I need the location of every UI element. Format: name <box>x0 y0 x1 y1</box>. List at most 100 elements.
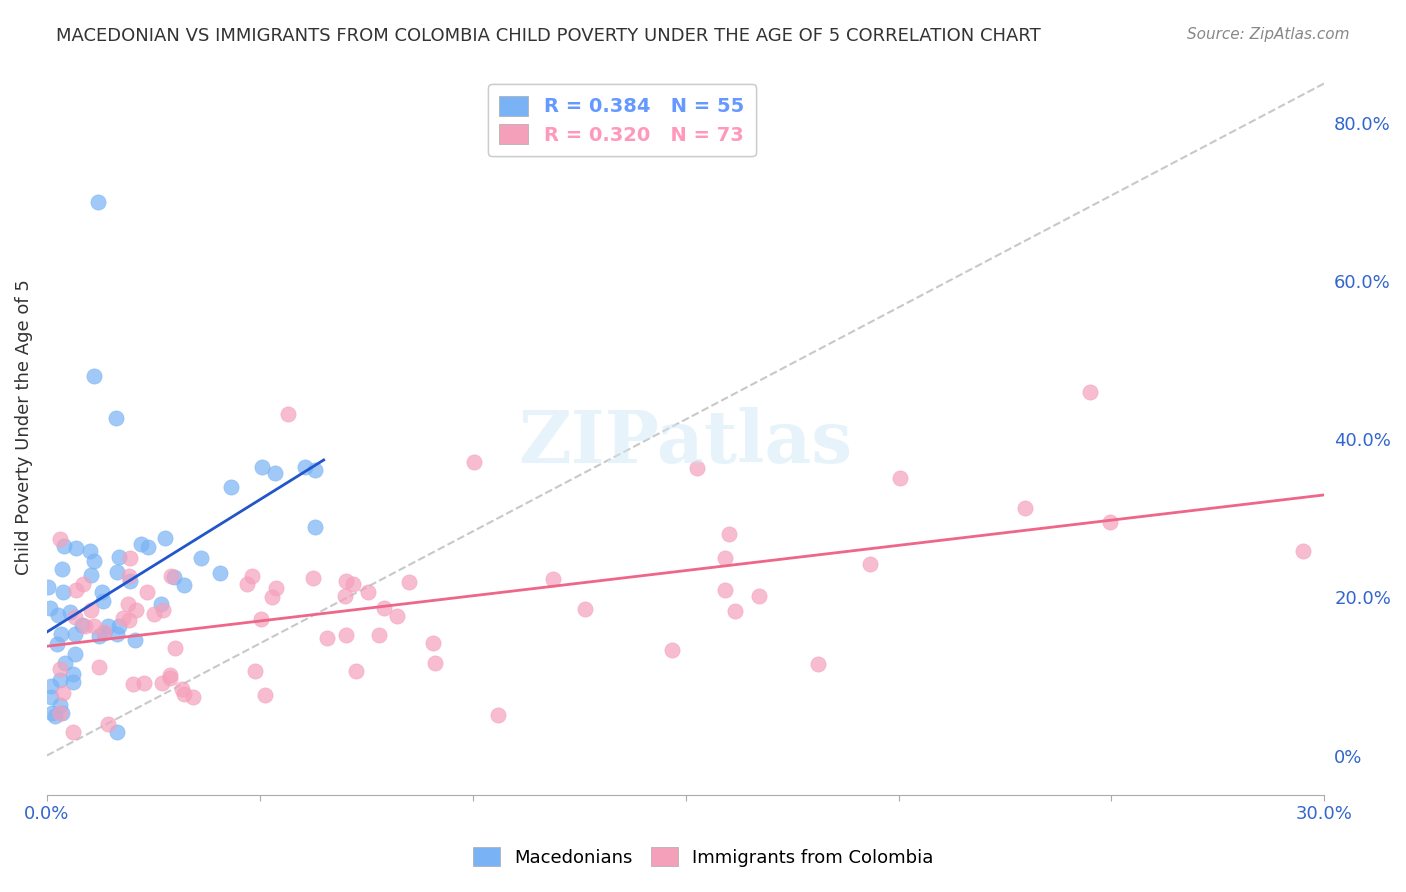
Macedonians <box>105 724 128 739</box>
Macedonians <box>51 562 73 576</box>
Immigrants from Colombia <box>368 628 391 642</box>
Immigrants from Colombia <box>243 664 266 678</box>
Macedonians <box>53 656 76 670</box>
Immigrants from Colombia <box>122 677 145 691</box>
Immigrants from Colombia <box>714 551 737 566</box>
Legend: R = 0.384   N = 55, R = 0.320   N = 73: R = 0.384 N = 55, R = 0.320 N = 73 <box>488 84 756 156</box>
Immigrants from Colombia <box>159 672 181 686</box>
Macedonians <box>108 549 131 564</box>
Macedonians <box>208 566 231 580</box>
Immigrants from Colombia <box>249 612 271 626</box>
Immigrants from Colombia <box>889 471 911 485</box>
Immigrants from Colombia <box>277 407 299 421</box>
Macedonians <box>87 194 110 209</box>
Immigrants from Colombia <box>80 603 103 617</box>
Macedonians <box>59 605 82 619</box>
Immigrants from Colombia <box>163 641 186 656</box>
Immigrants from Colombia <box>240 569 263 583</box>
Macedonians <box>62 667 84 681</box>
Macedonians <box>49 673 72 687</box>
Macedonians <box>44 709 66 723</box>
Immigrants from Colombia <box>63 609 86 624</box>
Macedonians <box>62 675 84 690</box>
Immigrants from Colombia <box>89 660 111 674</box>
Immigrants from Colombia <box>135 585 157 599</box>
Macedonians <box>63 627 86 641</box>
Immigrants from Colombia <box>686 461 709 475</box>
Macedonians <box>136 540 159 554</box>
Macedonians <box>153 531 176 545</box>
Macedonians <box>250 459 273 474</box>
Immigrants from Colombia <box>398 574 420 589</box>
Immigrants from Colombia <box>807 657 830 671</box>
Macedonians <box>41 690 63 705</box>
Text: ZIPatlas: ZIPatlas <box>519 407 852 477</box>
Y-axis label: Child Poverty Under the Age of 5: Child Poverty Under the Age of 5 <box>15 279 32 575</box>
Macedonians <box>173 578 195 592</box>
Immigrants from Colombia <box>723 604 745 618</box>
Macedonians <box>65 541 87 555</box>
Immigrants from Colombia <box>152 603 174 617</box>
Immigrants from Colombia <box>118 551 141 566</box>
Immigrants from Colombia <box>150 676 173 690</box>
Macedonians <box>83 368 105 383</box>
Macedonians <box>63 647 86 661</box>
Macedonians <box>304 520 326 534</box>
Immigrants from Colombia <box>342 577 364 591</box>
Immigrants from Colombia <box>118 569 141 583</box>
Immigrants from Colombia <box>48 532 70 546</box>
Macedonians <box>124 632 146 647</box>
Immigrants from Colombia <box>117 613 139 627</box>
Immigrants from Colombia <box>264 582 287 596</box>
Macedonians <box>80 568 103 582</box>
Immigrants from Colombia <box>1292 543 1315 558</box>
Immigrants from Colombia <box>117 597 139 611</box>
Macedonians <box>91 594 114 608</box>
Immigrants from Colombia <box>859 557 882 571</box>
Immigrants from Colombia <box>661 643 683 657</box>
Immigrants from Colombia <box>48 662 70 676</box>
Text: MACEDONIAN VS IMMIGRANTS FROM COLOMBIA CHILD POVERTY UNDER THE AGE OF 5 CORRELAT: MACEDONIAN VS IMMIGRANTS FROM COLOMBIA C… <box>56 27 1040 45</box>
Macedonians <box>190 550 212 565</box>
Immigrants from Colombia <box>260 590 283 604</box>
Immigrants from Colombia <box>112 611 135 625</box>
Macedonians <box>91 585 114 599</box>
Macedonians <box>45 637 67 651</box>
Immigrants from Colombia <box>574 602 596 616</box>
Macedonians <box>38 600 60 615</box>
Immigrants from Colombia <box>486 707 509 722</box>
Immigrants from Colombia <box>333 589 356 603</box>
Macedonians <box>150 597 173 611</box>
Immigrants from Colombia <box>173 687 195 701</box>
Macedonians <box>107 618 129 632</box>
Immigrants from Colombia <box>142 607 165 621</box>
Macedonians <box>104 411 127 425</box>
Macedonians <box>129 537 152 551</box>
Macedonians <box>93 626 115 640</box>
Immigrants from Colombia <box>52 686 75 700</box>
Immigrants from Colombia <box>72 576 94 591</box>
Macedonians <box>120 574 142 588</box>
Immigrants from Colombia <box>1014 501 1036 516</box>
Macedonians <box>96 619 118 633</box>
Macedonians <box>51 626 73 640</box>
Immigrants from Colombia <box>125 603 148 617</box>
Immigrants from Colombia <box>335 574 357 588</box>
Immigrants from Colombia <box>385 608 408 623</box>
Immigrants from Colombia <box>302 571 325 585</box>
Immigrants from Colombia <box>65 582 87 597</box>
Macedonians <box>105 565 128 579</box>
Immigrants from Colombia <box>181 690 204 705</box>
Macedonians <box>304 463 326 477</box>
Immigrants from Colombia <box>236 577 259 591</box>
Macedonians <box>219 480 242 494</box>
Immigrants from Colombia <box>62 724 84 739</box>
Macedonians <box>52 539 75 553</box>
Immigrants from Colombia <box>344 664 367 678</box>
Immigrants from Colombia <box>160 568 183 582</box>
Immigrants from Colombia <box>97 717 120 731</box>
Immigrants from Colombia <box>48 706 70 720</box>
Immigrants from Colombia <box>1078 384 1101 399</box>
Immigrants from Colombia <box>463 455 485 469</box>
Immigrants from Colombia <box>335 628 357 642</box>
